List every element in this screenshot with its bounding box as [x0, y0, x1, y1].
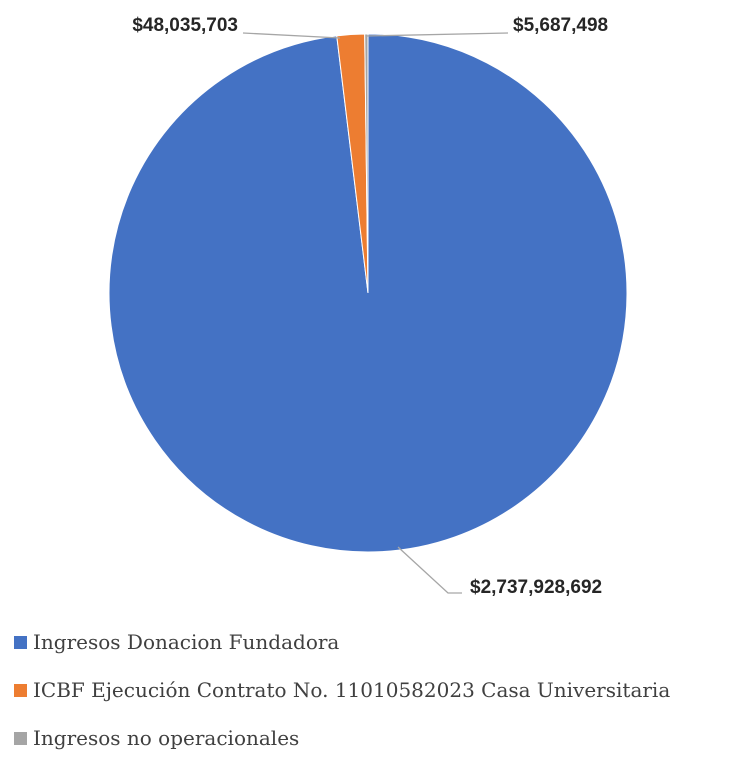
legend-swatch-icbf	[14, 683, 27, 697]
leader-line-no-operacionales	[365, 32, 509, 37]
data-label-no-operacionales: $5,687,498	[513, 15, 608, 36]
legend-swatch-donacion	[14, 635, 27, 649]
legend-label-donacion: Ingresos Donacion Fundadora	[33, 630, 340, 654]
legend-label-icbf: ICBF Ejecución Contrato No. 11010582023 …	[33, 678, 671, 702]
leader-line-donacion	[397, 546, 462, 594]
slice-no-operacionales	[364, 33, 369, 294]
pie-slices	[108, 33, 628, 553]
legend-item-donacion: Ingresos Donacion Fundadora	[14, 630, 339, 654]
pie-chart: $2,737,928,692 $48,035,703 $5,687,498	[108, 15, 628, 598]
data-label-donacion: $2,737,928,692	[470, 577, 602, 598]
leader-line-icbf	[242, 32, 341, 39]
leader-lines	[242, 32, 509, 594]
legend-swatch-no-operacionales	[14, 731, 27, 745]
legend-label-no-operacionales: Ingresos no operacionales	[33, 726, 300, 750]
legend-item-no-operacionales: Ingresos no operacionales	[14, 726, 299, 750]
data-label-icbf: $48,035,703	[132, 15, 238, 36]
legend-item-icbf: ICBF Ejecución Contrato No. 11010582023 …	[14, 678, 670, 702]
